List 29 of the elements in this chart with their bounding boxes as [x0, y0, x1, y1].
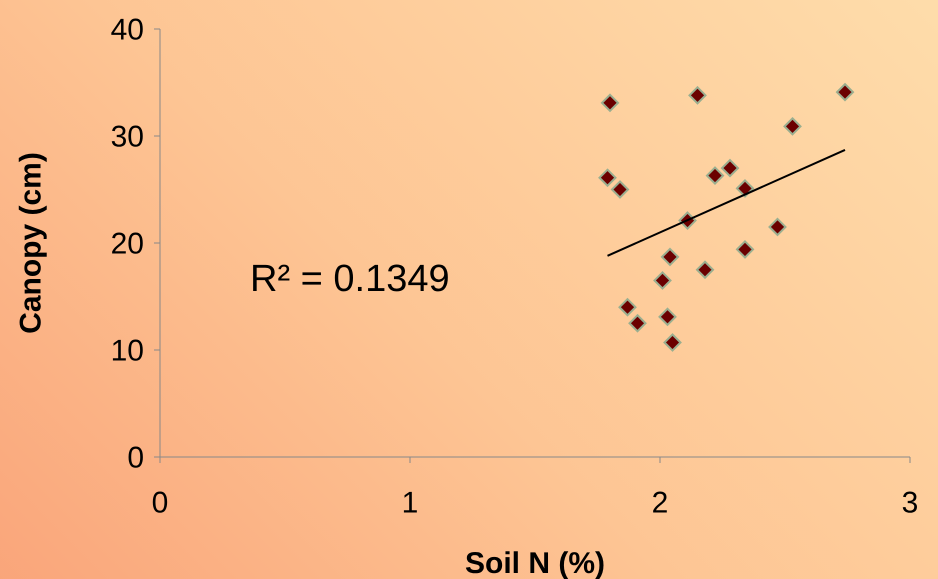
point	[628, 314, 646, 332]
x-tick-label: 1	[402, 486, 418, 520]
x-tick-label: 2	[652, 486, 668, 520]
point	[688, 86, 706, 104]
point	[706, 166, 724, 185]
y-tick-label: 30	[110, 120, 144, 154]
point	[721, 159, 739, 178]
y-tick-label: 40	[110, 14, 144, 47]
y-axis-title: Canopy (cm)	[14, 152, 48, 334]
x-tick-label: 3	[902, 486, 918, 520]
point	[696, 260, 714, 279]
point	[611, 180, 629, 198]
x-tick-label: 0	[152, 486, 168, 520]
point	[784, 117, 802, 136]
point	[618, 298, 636, 316]
point	[836, 83, 854, 102]
point	[664, 334, 682, 352]
point	[661, 248, 679, 266]
point	[598, 168, 616, 187]
x-axis-title: Soil N (%)	[465, 547, 605, 579]
point	[601, 94, 619, 112]
y-tick-label: 10	[110, 334, 144, 368]
y-tick-label: 20	[110, 228, 144, 261]
point	[658, 308, 676, 326]
point	[654, 271, 672, 290]
r-squared-note: R² = 0.1349	[250, 258, 450, 301]
point	[768, 218, 786, 236]
y-tick-label: 0	[127, 442, 144, 475]
point	[736, 240, 754, 258]
